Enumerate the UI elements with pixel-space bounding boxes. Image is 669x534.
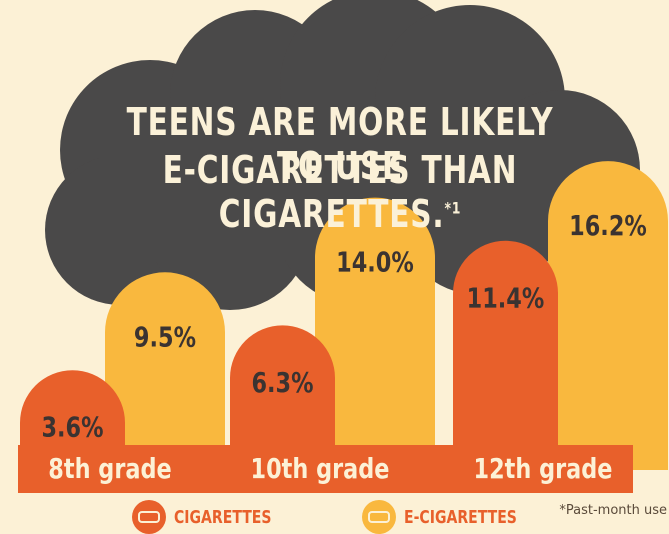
- value-label-ecigarettes-2: 14.0%: [336, 245, 414, 278]
- bar-cigarettes-2: [230, 325, 335, 470]
- bar-ecigarettes-2: [315, 197, 435, 470]
- value-label-cigarettes-2: 6.3%: [251, 365, 313, 398]
- grade-baseline-strip: [18, 445, 633, 493]
- e-cigarette-icon: [362, 500, 396, 534]
- grade-label-2: 10th grade: [251, 451, 390, 484]
- legend-ecigarettes: E-CIGARETTES: [362, 500, 549, 534]
- chart-title-line-1: TEENS ARE MORE LIKELY TO USE: [126, 100, 554, 188]
- chart-title-line-2: E-CIGARETTES THAN CIGARETTES.*1: [162, 148, 518, 236]
- grade-label-3: 12th grade: [474, 451, 613, 484]
- value-label-cigarettes-1: 3.6%: [41, 410, 103, 443]
- cigarette-icon: [132, 500, 166, 534]
- bar-ecigarettes-3: [548, 161, 668, 470]
- footnote: *Past-month use: [559, 503, 667, 518]
- value-label-ecigarettes-1: 9.5%: [134, 320, 196, 353]
- legend-label-cigarettes: CIGARETTES: [174, 506, 272, 528]
- value-label-ecigarettes-3: 16.2%: [569, 209, 647, 242]
- bar-cigarettes-3: [453, 240, 558, 470]
- bar-ecigarettes-1: [105, 272, 225, 470]
- grade-label-1: 8th grade: [48, 451, 171, 484]
- title-footnote-mark: *1: [444, 198, 462, 218]
- value-label-cigarettes-3: 11.4%: [467, 281, 545, 314]
- smoke-cloud: [45, 0, 640, 310]
- legend-cigarettes: CIGARETTES: [132, 500, 299, 534]
- legend-label-ecigarettes: E-CIGARETTES: [404, 506, 517, 528]
